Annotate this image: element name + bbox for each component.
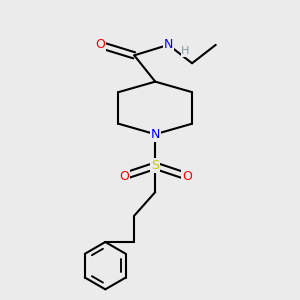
Text: O: O (119, 170, 129, 183)
Text: N: N (151, 128, 160, 141)
Text: O: O (95, 38, 105, 51)
Text: O: O (182, 170, 192, 183)
Text: S: S (151, 159, 159, 172)
Text: N: N (164, 38, 173, 51)
Text: H: H (181, 46, 190, 56)
